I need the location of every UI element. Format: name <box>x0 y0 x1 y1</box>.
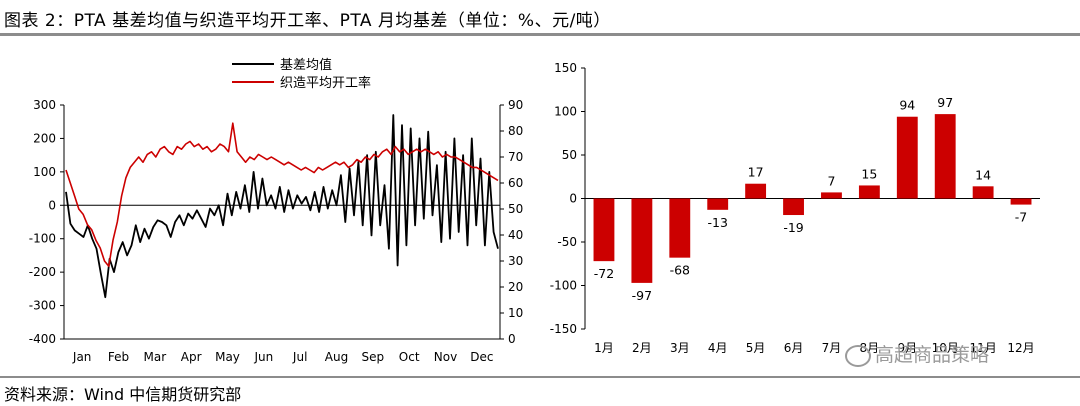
bar-category-label: 1月 <box>594 341 614 355</box>
bar-value-label: -13 <box>707 215 727 230</box>
bar-value-label: -19 <box>783 220 803 235</box>
left-tick-label: 100 <box>33 165 56 179</box>
bar <box>745 183 767 199</box>
bar-value-label: -7 <box>1015 210 1027 225</box>
right-tick-label: 60 <box>508 176 523 190</box>
bar-tick-label: 50 <box>562 148 577 162</box>
month-label: Oct <box>399 350 420 364</box>
bar-value-label: 97 <box>937 95 953 110</box>
bar-category-label: 9月 <box>897 341 917 355</box>
left-tick-label: -100 <box>29 232 56 246</box>
month-label: Feb <box>108 350 129 364</box>
right-bar-chart: 150 100 50 0 -50 -100 -150 -72 1月 -97 2月 -68 3月 -13 4月… <box>550 61 1040 355</box>
month-label: Dec <box>470 350 493 364</box>
bar-category-label: 6月 <box>784 341 804 355</box>
bar-category-label: 4月 <box>708 341 728 355</box>
bar <box>707 198 729 210</box>
bar <box>1010 198 1032 205</box>
bar <box>821 192 842 199</box>
left-line-chart: 3002001000-100-200-300-40090807060504030… <box>29 57 524 364</box>
bar <box>858 185 880 199</box>
bar <box>669 198 691 258</box>
month-label: Jan <box>72 350 92 364</box>
bar-category-label: 3月 <box>670 341 690 355</box>
wechat-icon <box>845 344 871 367</box>
bar-category-label: 7月 <box>822 341 842 355</box>
bar-tick-label: 100 <box>554 105 577 119</box>
month-label: Nov <box>434 350 457 364</box>
left-tick-label: 200 <box>33 131 56 145</box>
bar-tick-label: -150 <box>550 322 577 336</box>
right-tick-label: 20 <box>508 280 523 294</box>
month-label: Mar <box>144 350 167 364</box>
source-note: 资料来源：Wind 中信期货研究部 <box>4 385 242 404</box>
watermark-text: 高超商品策略 <box>875 344 990 366</box>
bar-tick-label: -100 <box>550 279 577 293</box>
top-rule <box>0 33 1080 36</box>
bar-tick-label: -50 <box>557 235 577 249</box>
bar-category-label: 12月 <box>1007 341 1034 355</box>
bar-value-label: 7 <box>827 173 835 188</box>
bar-category-label: 10月 <box>932 341 959 355</box>
watermark: 高超商品策略 <box>845 340 989 367</box>
right-tick-label: 10 <box>508 306 523 320</box>
bar <box>972 186 994 199</box>
basis-series-line <box>65 114 499 299</box>
left-tick-label: -200 <box>29 265 56 279</box>
right-tick-label: 50 <box>508 202 523 216</box>
bar-value-label: 15 <box>861 166 877 181</box>
bar-category-label: 2月 <box>632 341 652 355</box>
bar-value-label: -68 <box>670 263 690 278</box>
bar <box>783 198 804 216</box>
month-label: Apr <box>181 350 202 364</box>
operating-rate-series-line <box>65 122 499 268</box>
bar <box>593 198 615 262</box>
bar-value-label: 94 <box>899 98 915 113</box>
month-label: May <box>215 350 240 364</box>
left-tick-label: 0 <box>48 198 56 212</box>
bar-category-label: 11月 <box>969 341 996 355</box>
bar-value-label: 14 <box>975 167 991 182</box>
right-tick-label: 90 <box>508 98 523 112</box>
bar-category-label: 5月 <box>746 341 766 355</box>
right-tick-label: 30 <box>508 254 523 268</box>
bar-tick-label: 0 <box>569 192 577 206</box>
left-tick-label: 300 <box>33 98 56 112</box>
left-tick-label: -300 <box>29 299 56 313</box>
right-tick-label: 40 <box>508 228 523 242</box>
month-label: Jul <box>292 350 307 364</box>
bar <box>896 116 918 199</box>
bar-value-label: -72 <box>594 266 614 281</box>
month-label: Aug <box>325 350 348 364</box>
right-tick-label: 0 <box>508 332 516 346</box>
bar <box>934 114 956 199</box>
legend-label: 基差均值 <box>280 57 332 73</box>
bottom-rule <box>0 376 1080 378</box>
legend-label: 织造平均开工率 <box>280 75 371 91</box>
left-tick-label: -400 <box>29 332 56 346</box>
right-tick-label: 70 <box>508 150 523 164</box>
right-tick-label: 80 <box>508 124 523 138</box>
bar-value-label: -97 <box>632 288 652 303</box>
month-label: Sep <box>362 350 385 364</box>
bar-value-label: 17 <box>748 165 764 180</box>
figure-title: 图表 2：PTA 基差均值与织造平均开工率、PTA 月均基差（单位：%、元/吨） <box>4 11 611 31</box>
month-label: Jun <box>253 350 273 364</box>
bar <box>631 198 653 283</box>
bar-tick-label: 150 <box>554 61 577 75</box>
